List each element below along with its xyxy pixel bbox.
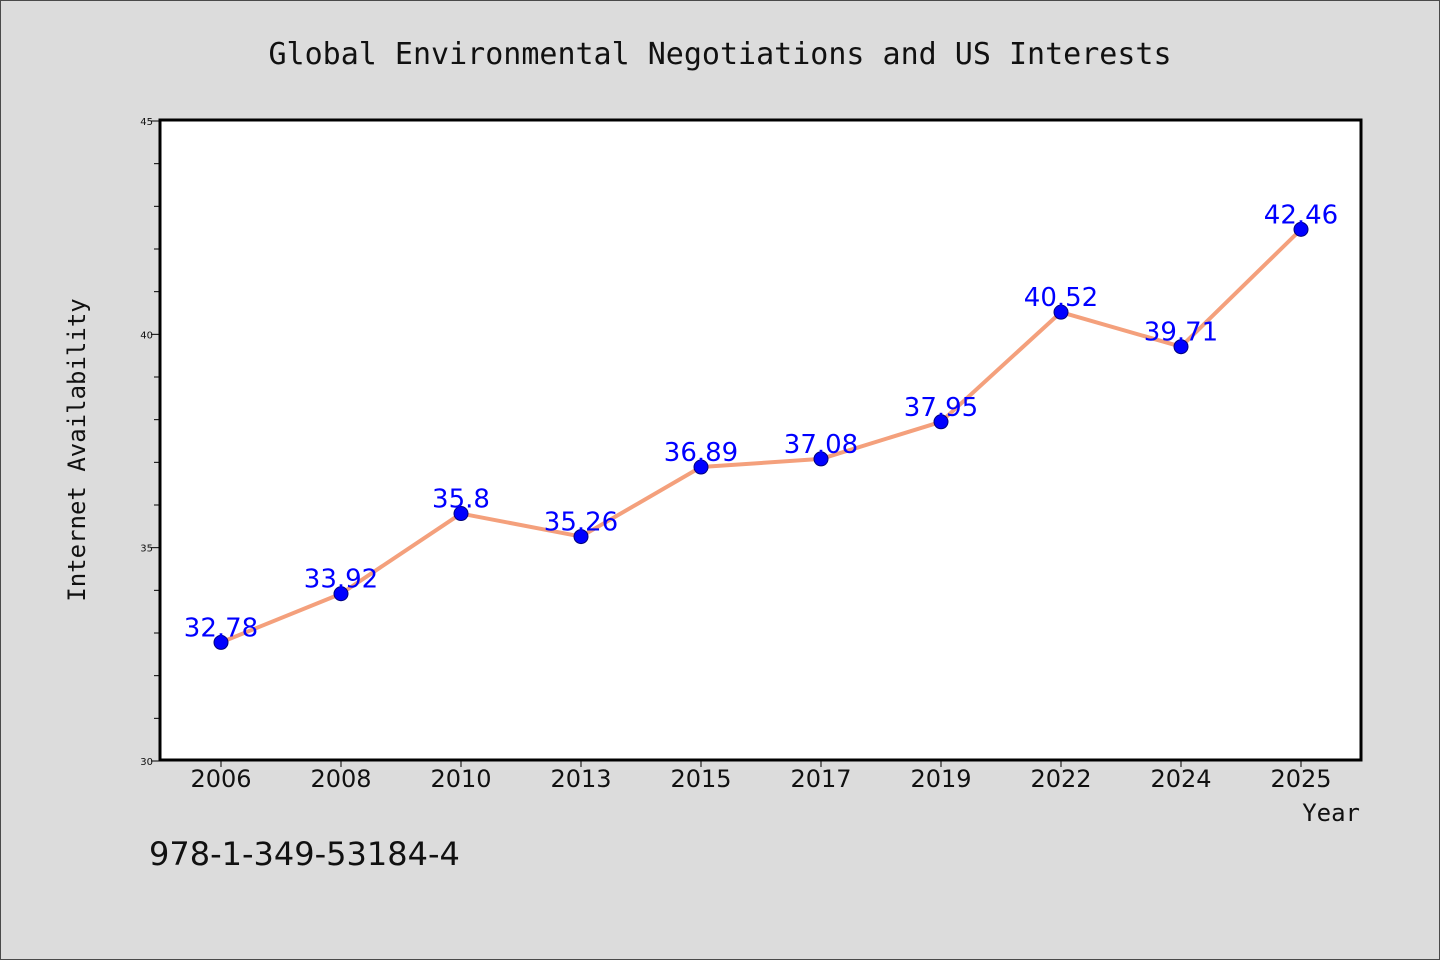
y-axis-label: Internet Availability bbox=[63, 298, 91, 601]
data-point bbox=[1053, 304, 1069, 320]
x-tick-label: 2015 bbox=[670, 765, 731, 793]
data-point bbox=[813, 451, 829, 467]
isbn-annotation: 978-1-349-53184-4 bbox=[149, 835, 460, 873]
data-point bbox=[933, 414, 949, 430]
y-tick-label: 40 bbox=[140, 330, 153, 341]
x-tick-label: 2013 bbox=[550, 765, 611, 793]
data-point bbox=[333, 586, 349, 602]
y-tick-label: 45 bbox=[140, 117, 153, 128]
data-label: 32.78 bbox=[184, 613, 258, 643]
x-tick-label: 2022 bbox=[1030, 765, 1091, 793]
data-point bbox=[1173, 339, 1189, 355]
chart-title: Global Environmental Negotiations and US… bbox=[268, 37, 1171, 72]
data-point bbox=[693, 459, 709, 475]
x-tick-label: 2019 bbox=[910, 765, 971, 793]
x-axis-ticks: 2006 2008 2010 2013 2015 2017 2019 2022 2024 2025 bbox=[190, 761, 1332, 793]
plot-area bbox=[158, 118, 1363, 762]
x-axis-label: Year bbox=[1302, 799, 1360, 827]
y-axis-ticks: 30 35 40 45 bbox=[140, 117, 161, 768]
series-line bbox=[219, 227, 1303, 645]
x-tick-label: 2024 bbox=[1150, 765, 1211, 793]
data-label: 35.8 bbox=[432, 485, 490, 515]
series-layer: 32.78 33.92 35.8 35.26 36.89 37.08 37.95 40.52 3… bbox=[184, 200, 1338, 650]
data-point bbox=[213, 634, 229, 650]
data-label: 36.89 bbox=[664, 438, 738, 468]
y-tick-label: 35 bbox=[140, 544, 153, 555]
y-tick-label: 30 bbox=[140, 757, 153, 768]
x-tick-label: 2017 bbox=[790, 765, 851, 793]
data-point bbox=[573, 529, 589, 545]
data-label: 39.71 bbox=[1144, 318, 1218, 348]
data-label: 37.08 bbox=[784, 430, 858, 460]
data-label: 42.46 bbox=[1264, 200, 1338, 230]
x-tick-label: 2025 bbox=[1270, 765, 1331, 793]
data-label: 40.52 bbox=[1024, 283, 1098, 313]
data-point bbox=[453, 506, 469, 522]
data-label: 37.95 bbox=[904, 393, 978, 423]
data-point bbox=[1293, 221, 1309, 237]
x-tick-label: 2006 bbox=[190, 765, 251, 793]
data-label: 35.26 bbox=[544, 508, 618, 538]
x-tick-label: 2010 bbox=[430, 765, 491, 793]
data-label: 33.92 bbox=[304, 565, 378, 595]
x-tick-label: 2008 bbox=[310, 765, 371, 793]
